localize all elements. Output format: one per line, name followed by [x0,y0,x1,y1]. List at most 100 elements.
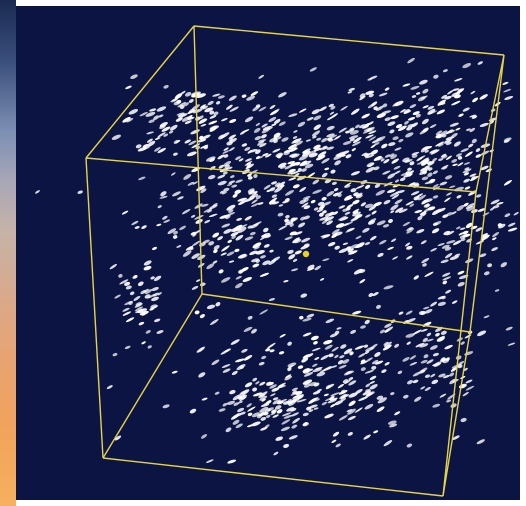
point [330,113,338,119]
point [217,174,226,179]
scene-canvas[interactable] [16,6,520,500]
point [147,140,156,147]
point [427,172,433,178]
point [392,256,399,260]
point [221,117,228,122]
point [375,189,386,196]
point [229,137,237,144]
point [354,407,363,413]
point [192,233,197,237]
point [349,351,354,356]
point [363,344,369,348]
point [475,154,482,158]
point [409,104,417,109]
point [347,91,353,94]
point [306,313,315,318]
point [337,359,344,365]
point [424,271,434,277]
point [432,184,439,188]
point [450,367,457,372]
point [222,368,231,373]
point [503,88,512,93]
point [406,227,415,234]
point [371,365,377,370]
point [405,132,414,138]
point [259,142,267,148]
point [263,244,270,248]
point [322,210,327,214]
point [212,232,220,238]
point [432,170,438,175]
point [405,333,415,338]
point [106,385,113,390]
point [111,134,122,140]
point [382,103,388,108]
point [170,172,176,176]
point [234,248,240,253]
point [277,154,282,159]
point [295,391,303,396]
3d-viewport[interactable] [16,6,520,500]
point [331,233,338,239]
point [336,327,342,330]
point [409,355,417,360]
point [163,133,169,137]
point [371,359,379,365]
point [507,342,516,346]
point [284,375,293,381]
point [376,220,386,226]
point [369,375,377,381]
point [333,154,343,160]
point [402,221,411,227]
point [497,223,503,227]
point [438,158,444,162]
point [291,387,299,392]
point [228,134,237,140]
point [265,414,271,418]
point [143,260,152,266]
point [252,387,258,392]
point [348,400,356,407]
point [338,415,348,421]
point [480,150,490,156]
point [490,199,500,205]
point [235,358,245,363]
point [352,310,362,315]
point [337,215,347,221]
point [384,362,390,366]
point [457,156,463,160]
point [298,222,306,228]
point [432,157,438,162]
point [394,207,404,213]
point [373,430,379,434]
point [370,149,379,155]
point [443,69,448,73]
point [124,281,131,286]
point [253,246,260,250]
point [333,187,339,192]
point [304,197,309,203]
bounding-box-edge [475,54,505,193]
point [429,124,437,129]
point [279,398,288,403]
point [449,255,459,261]
point [320,234,328,238]
point [232,193,238,198]
point [302,421,308,426]
point [323,339,333,345]
point [338,364,347,369]
point [303,205,311,210]
point [204,219,211,224]
point [457,364,463,369]
point [305,139,311,142]
point [268,297,276,302]
point [476,439,485,445]
point [295,162,301,166]
point [248,189,255,195]
point [394,179,400,183]
point [324,167,330,171]
point [441,133,447,138]
point [221,364,231,368]
point [415,193,424,198]
point [229,106,239,112]
